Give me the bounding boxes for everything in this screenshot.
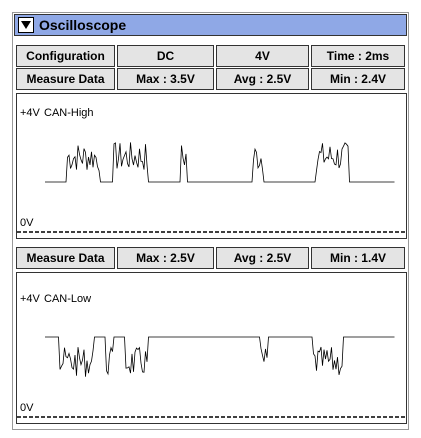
- cell: Max : 2.5V: [117, 247, 214, 269]
- waveform-area: [17, 142, 406, 233]
- bottom-label: 0V: [20, 217, 34, 229]
- cell: Max : 3.5V: [117, 68, 214, 90]
- waveform: [45, 336, 395, 377]
- cell: Min : 2.4V: [311, 68, 405, 90]
- oscilloscope-panel: Oscilloscope Configuration DC 4V Time : 2ms…: [12, 12, 409, 430]
- cell: 4V: [216, 45, 309, 67]
- cell: Configuration: [16, 45, 115, 67]
- header: Oscilloscope: [14, 14, 407, 36]
- cell: Time : 2ms: [311, 45, 405, 67]
- cell: Measure Data: [16, 68, 115, 90]
- cell: Measure Data: [16, 247, 115, 269]
- cell: Avg : 2.5V: [216, 247, 309, 269]
- measure-row: Measure Data Max : 3.5V Avg : 2.5V Min : 2.…: [16, 68, 405, 90]
- plot: +4V CAN-High 0V: [16, 93, 407, 239]
- waveform-area: [17, 336, 406, 418]
- top-label: +4V: [20, 107, 40, 119]
- config-row: Configuration DC 4V Time : 2ms: [16, 45, 405, 67]
- cell: Min : 1.4V: [311, 247, 405, 269]
- collapse-icon[interactable]: [18, 17, 34, 33]
- channel-name: CAN-High: [44, 107, 94, 119]
- channel-name: CAN-Low: [44, 293, 92, 305]
- measure-row: Measure Data Max : 2.5V Avg : 2.5V Min : 1.…: [16, 247, 405, 269]
- top-label: +4V: [20, 293, 40, 305]
- cell: Avg : 2.5V: [216, 68, 309, 90]
- bottom-label: 0V: [20, 402, 34, 414]
- waveform: [45, 142, 395, 183]
- cell: DC: [117, 45, 214, 67]
- title: Oscilloscope: [39, 17, 127, 33]
- plot: +4V CAN-Low 0V: [16, 272, 407, 424]
